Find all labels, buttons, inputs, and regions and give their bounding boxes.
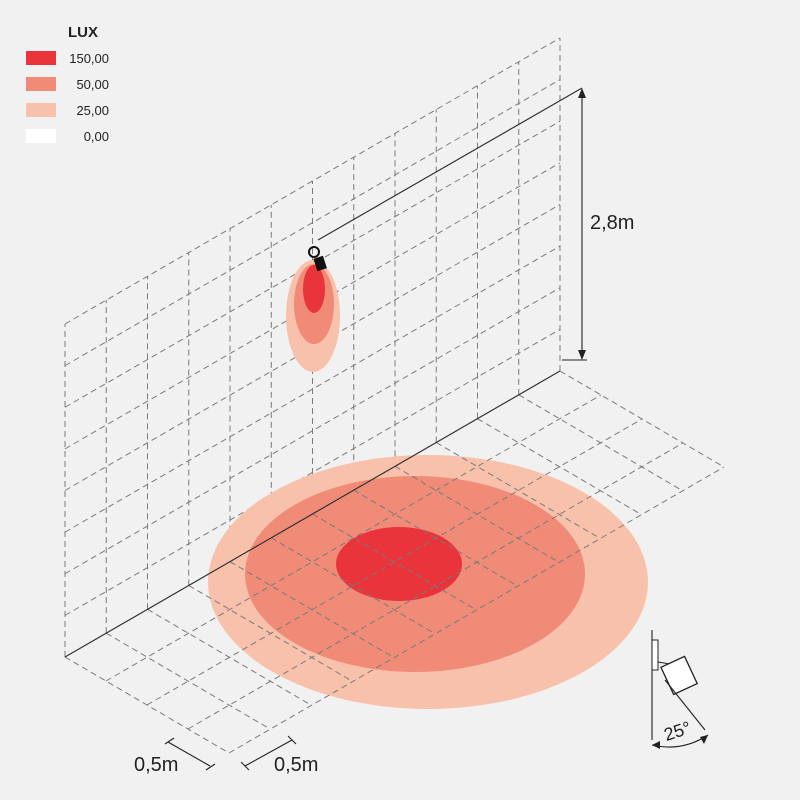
wall-light-spot: [286, 260, 340, 372]
height-label: 2,8m: [590, 212, 634, 234]
wall-grid-horizontal: [64, 328, 561, 616]
floor-grid-depth: [435, 442, 601, 539]
floor-grid-overlay: [64, 370, 725, 754]
legend-swatch-25: [26, 103, 56, 117]
wall-base-line: [64, 370, 561, 658]
legend-label-50: 50,00: [76, 77, 109, 92]
tilt-angle-label: 25°: [661, 717, 693, 744]
wall-grid-horizontal: [64, 37, 561, 325]
wall-spot-150: [303, 265, 325, 313]
floor-grid-depth: [477, 418, 642, 516]
legend-swatch-50: [26, 77, 56, 91]
wall-top-line: [317, 87, 583, 241]
floor-grid-width: [146, 418, 643, 706]
floor-grid-depth: [105, 632, 271, 730]
lux-legend: LUX 150,00 50,00 25,00 0,00: [26, 24, 109, 144]
legend-swatch-0: [26, 129, 56, 143]
grid-y-label: 0,5m: [274, 754, 318, 776]
floor-grid-width: [105, 394, 602, 682]
height-dimension: 2,8m: [562, 88, 634, 361]
legend-label-0: 0,00: [84, 129, 109, 144]
floor-grid-width: [228, 466, 725, 754]
grid-x-label: 0,5m: [134, 754, 178, 776]
floor-pool-150: [336, 527, 462, 601]
wall-grid-horizontal: [64, 287, 561, 575]
legend-swatch-150: [26, 51, 56, 65]
wall-grid-horizontal: [64, 79, 561, 367]
grid-dimension-x: 0,5m: [134, 737, 216, 776]
floor-grid-width: [187, 442, 684, 730]
wall-grid-horizontal: [64, 245, 561, 533]
spotlight-fixture-icon: [308, 246, 327, 272]
legend-label-25: 25,00: [76, 103, 109, 118]
floor-grid-depth: [270, 537, 436, 635]
legend-title: LUX: [68, 24, 98, 41]
grid-dimension-y: 0,5m: [240, 735, 318, 776]
legend-label-150: 150,00: [69, 51, 109, 66]
spotlight-tilt-icon: 25°: [651, 630, 709, 749]
wall-grid: [64, 37, 561, 657]
